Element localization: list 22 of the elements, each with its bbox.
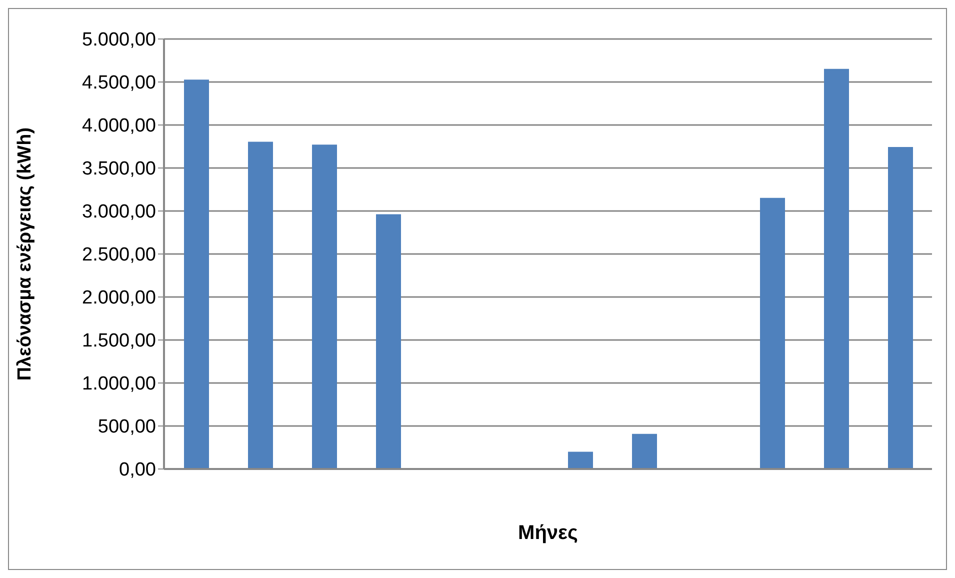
y-tick-label: 4.000,00 <box>82 116 156 137</box>
bar <box>184 80 209 469</box>
bar <box>376 214 401 469</box>
y-tick-label: 0,00 <box>119 460 156 481</box>
bar <box>824 68 849 469</box>
bar <box>568 452 593 469</box>
y-tick-label: 1.000,00 <box>82 374 156 395</box>
y-tick-label: 4.500,00 <box>82 72 156 94</box>
y-tick-label: 3.500,00 <box>82 158 156 180</box>
bar <box>888 147 913 469</box>
y-tick-label: 3.000,00 <box>82 202 156 223</box>
y-tick-label: 2.000,00 <box>82 288 156 309</box>
y-tick-label: 500,00 <box>98 416 156 438</box>
bar <box>760 198 785 469</box>
bar <box>632 434 657 469</box>
bar <box>248 142 273 469</box>
y-axis-title: Πλεόνασμα ενέργειας (kWh) <box>14 127 36 381</box>
y-tick-label: 2.500,00 <box>82 244 156 266</box>
y-tick-label: 5.000,00 <box>82 30 156 51</box>
y-tick-label: 1.500,00 <box>82 330 156 352</box>
x-axis-title: Μήνες <box>518 522 578 544</box>
bar <box>312 144 337 469</box>
